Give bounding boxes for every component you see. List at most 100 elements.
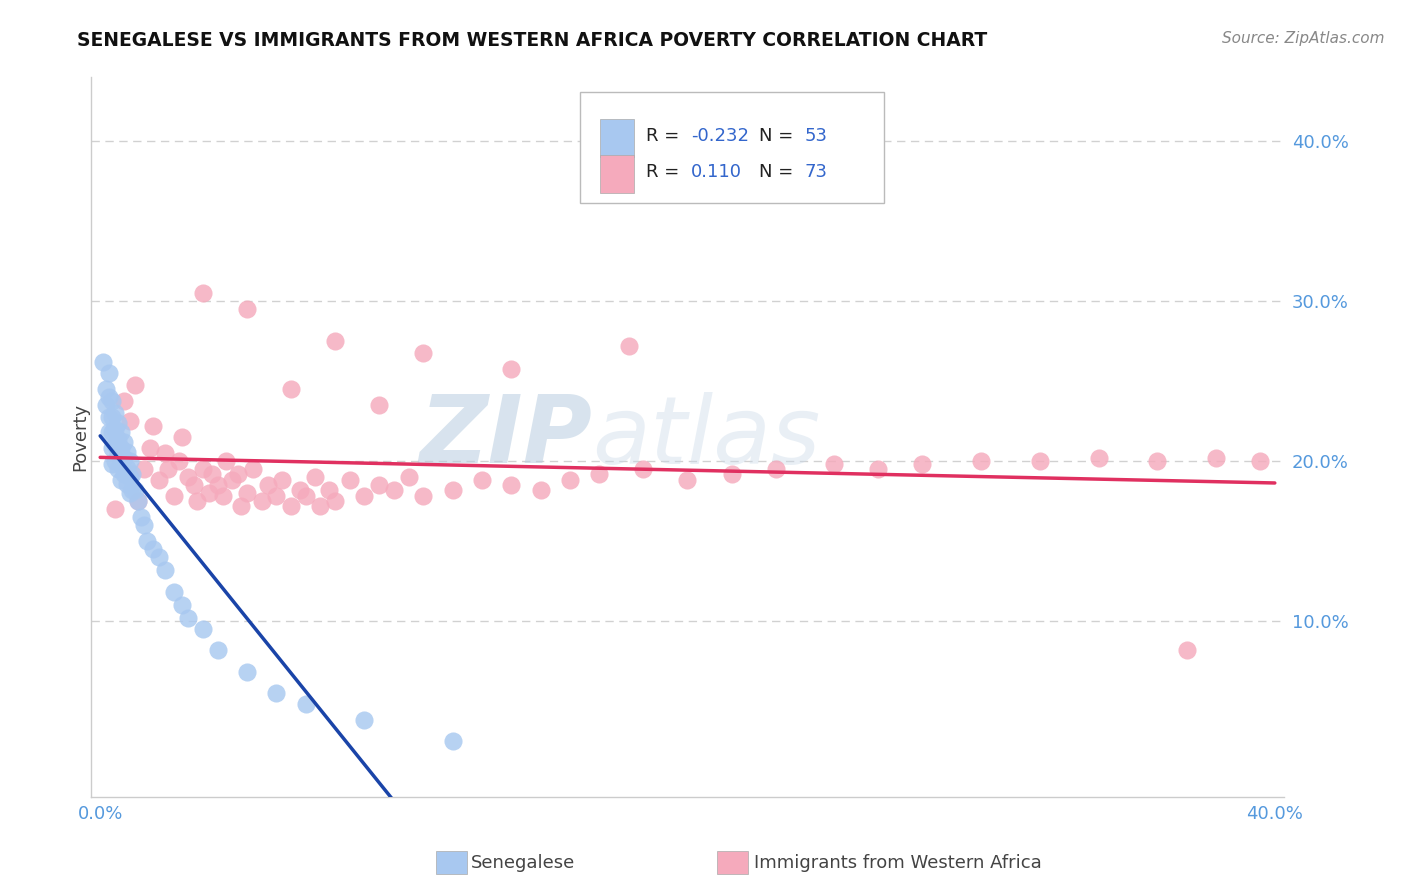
Point — [104, 438, 127, 452]
Point — [127, 494, 149, 508]
Point — [501, 478, 523, 492]
Point — [118, 470, 141, 484]
Point — [266, 686, 288, 700]
Text: 0.110: 0.110 — [692, 163, 742, 181]
Point — [1175, 643, 1198, 657]
Point — [441, 483, 464, 497]
Point — [101, 409, 124, 424]
Point — [115, 460, 138, 475]
Point — [162, 490, 184, 504]
Point — [368, 478, 391, 492]
Point — [129, 510, 152, 524]
Point — [172, 430, 194, 444]
Point — [118, 454, 141, 468]
Point — [323, 494, 346, 508]
Point — [271, 474, 294, 488]
Point — [118, 414, 141, 428]
Point — [107, 432, 129, 446]
Point — [368, 398, 391, 412]
Point — [1087, 451, 1109, 466]
Point — [1146, 454, 1168, 468]
Point — [207, 478, 229, 492]
Point — [162, 585, 184, 599]
Point — [398, 470, 420, 484]
Point — [107, 416, 129, 430]
Text: N =: N = — [759, 128, 799, 145]
Point — [441, 734, 464, 748]
Point — [236, 665, 259, 680]
Point — [201, 467, 224, 481]
Point — [353, 714, 375, 728]
Point — [148, 474, 170, 488]
Point — [124, 377, 146, 392]
Text: 73: 73 — [804, 163, 827, 181]
Point — [382, 483, 405, 497]
Point — [115, 476, 138, 491]
Point — [266, 490, 288, 504]
Text: Immigrants from Western Africa: Immigrants from Western Africa — [754, 854, 1042, 871]
Point — [288, 483, 311, 497]
Point — [118, 486, 141, 500]
Point — [530, 483, 553, 497]
Point — [104, 422, 127, 436]
Point — [98, 409, 121, 424]
Point — [588, 467, 610, 481]
Point — [172, 599, 194, 613]
Point — [124, 483, 146, 497]
Point — [121, 483, 143, 497]
Point — [207, 643, 229, 657]
Point — [101, 458, 124, 472]
Point — [112, 435, 135, 450]
Point — [191, 462, 214, 476]
Point — [91, 355, 114, 369]
Point — [471, 474, 494, 488]
Point — [617, 339, 640, 353]
Point — [868, 462, 890, 476]
Point — [1029, 454, 1052, 468]
Point — [221, 474, 243, 488]
Point — [177, 470, 200, 484]
Point — [134, 518, 156, 533]
Point — [212, 490, 235, 504]
Point — [127, 494, 149, 508]
Point — [186, 494, 208, 508]
Point — [107, 462, 129, 476]
Point — [765, 462, 787, 476]
Text: ZIP: ZIP — [419, 392, 592, 483]
Point — [339, 474, 361, 488]
Point — [104, 502, 127, 516]
Text: Senegalese: Senegalese — [471, 854, 575, 871]
Point — [98, 390, 121, 404]
Point — [142, 542, 165, 557]
Text: R =: R = — [645, 163, 690, 181]
Point — [177, 611, 200, 625]
Point — [94, 382, 117, 396]
Point — [112, 467, 135, 481]
Point — [294, 490, 316, 504]
Text: -0.232: -0.232 — [692, 128, 749, 145]
Point — [112, 393, 135, 408]
Point — [633, 462, 655, 476]
Point — [183, 478, 205, 492]
Point — [236, 302, 259, 317]
Point — [110, 442, 132, 456]
Point — [94, 398, 117, 412]
Point — [101, 425, 124, 440]
Point — [148, 550, 170, 565]
Point — [1205, 451, 1227, 466]
Point — [250, 494, 273, 508]
Point — [101, 442, 124, 456]
Point — [112, 451, 135, 466]
Text: Source: ZipAtlas.com: Source: ZipAtlas.com — [1222, 31, 1385, 46]
Point — [134, 462, 156, 476]
Point — [294, 698, 316, 712]
Point — [107, 446, 129, 460]
FancyBboxPatch shape — [600, 120, 634, 157]
Point — [501, 361, 523, 376]
Point — [676, 474, 699, 488]
Point — [153, 446, 176, 460]
Text: 53: 53 — [804, 128, 827, 145]
Point — [304, 470, 326, 484]
Point — [226, 467, 249, 481]
Point — [353, 490, 375, 504]
